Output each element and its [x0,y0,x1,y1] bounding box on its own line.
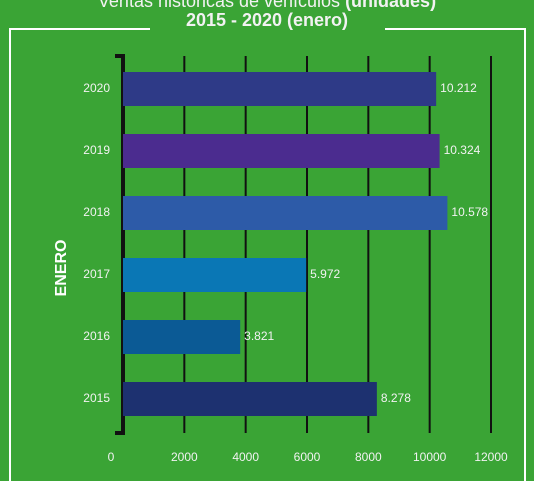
x-tick-label: 4000 [232,450,259,464]
bar [123,72,437,106]
y-axis-label: ENERO [53,240,70,297]
y-tick-label: 2020 [83,81,110,95]
value-label: 10.324 [444,143,481,157]
y-axis [115,54,125,435]
title-text: Ventas históricas de vehículos [98,0,340,11]
y-tick-label: 2015 [83,391,110,405]
x-tick-label: 6000 [294,450,321,464]
y-tick-label: 2019 [83,143,110,157]
value-label: 10.578 [451,205,488,219]
x-tick-label: 2000 [171,450,198,464]
bar [123,320,241,354]
value-label: 10.212 [440,81,477,95]
x-tick-label: 12000 [474,450,508,464]
bar [123,382,377,416]
x-tick-label: 10000 [413,450,447,464]
frame [9,28,526,481]
value-label: 8.278 [381,391,411,405]
chart-subtitle: 2015 - 2020 (enero) [186,10,348,30]
chart-title: Ventas históricas de vehículos (unidades… [98,0,436,11]
title-emphasis: (unidades) [345,0,436,11]
bar [123,196,448,230]
y-tick-label: 2018 [83,205,110,219]
x-tick-label: 0 [108,450,115,464]
y-tick-label: 2017 [83,267,110,281]
bar [123,258,307,292]
bar [123,134,440,168]
x-tick-label: 8000 [355,450,382,464]
y-tick-label: 2016 [83,329,110,343]
value-label: 3.821 [244,329,274,343]
value-label: 5.972 [310,267,340,281]
